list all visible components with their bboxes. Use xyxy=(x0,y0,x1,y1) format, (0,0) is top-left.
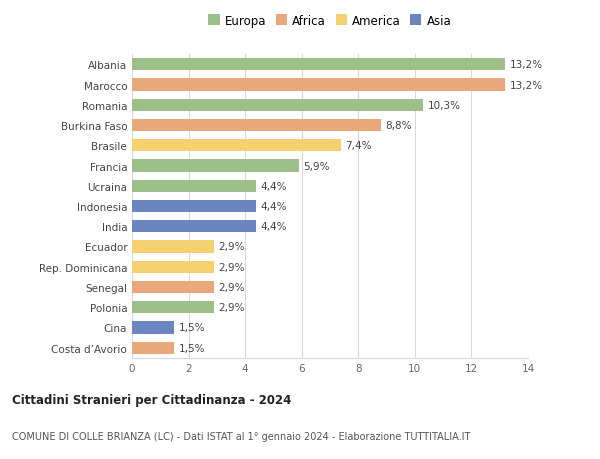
Text: 2,9%: 2,9% xyxy=(218,262,245,272)
Bar xyxy=(132,59,505,71)
Text: COMUNE DI COLLE BRIANZA (LC) - Dati ISTAT al 1° gennaio 2024 - Elaborazione TUTT: COMUNE DI COLLE BRIANZA (LC) - Dati ISTA… xyxy=(12,431,470,441)
Bar xyxy=(132,261,214,273)
Bar xyxy=(132,79,505,91)
Text: Cittadini Stranieri per Cittadinanza - 2024: Cittadini Stranieri per Cittadinanza - 2… xyxy=(12,393,292,406)
Text: 1,5%: 1,5% xyxy=(179,323,205,333)
Bar xyxy=(132,201,256,213)
Text: 4,4%: 4,4% xyxy=(261,202,287,212)
Bar xyxy=(132,241,214,253)
Bar xyxy=(132,281,214,293)
Bar xyxy=(132,221,256,233)
Bar xyxy=(132,302,214,313)
Text: 2,9%: 2,9% xyxy=(218,282,245,292)
Bar xyxy=(132,180,256,192)
Bar xyxy=(132,120,381,132)
Text: 1,5%: 1,5% xyxy=(179,343,205,353)
Text: 4,4%: 4,4% xyxy=(261,222,287,232)
Text: 5,9%: 5,9% xyxy=(303,161,329,171)
Text: 4,4%: 4,4% xyxy=(261,181,287,191)
Text: 2,9%: 2,9% xyxy=(218,302,245,313)
Text: 2,9%: 2,9% xyxy=(218,242,245,252)
Text: 13,2%: 13,2% xyxy=(509,80,543,90)
Text: 13,2%: 13,2% xyxy=(509,60,543,70)
Bar xyxy=(132,160,299,172)
Bar xyxy=(132,140,341,152)
Bar xyxy=(132,342,175,354)
Bar xyxy=(132,100,424,112)
Text: 8,8%: 8,8% xyxy=(385,121,412,131)
Legend: Europa, Africa, America, Asia: Europa, Africa, America, Asia xyxy=(206,12,454,30)
Text: 10,3%: 10,3% xyxy=(428,101,461,111)
Bar xyxy=(132,322,175,334)
Text: 7,4%: 7,4% xyxy=(346,141,372,151)
